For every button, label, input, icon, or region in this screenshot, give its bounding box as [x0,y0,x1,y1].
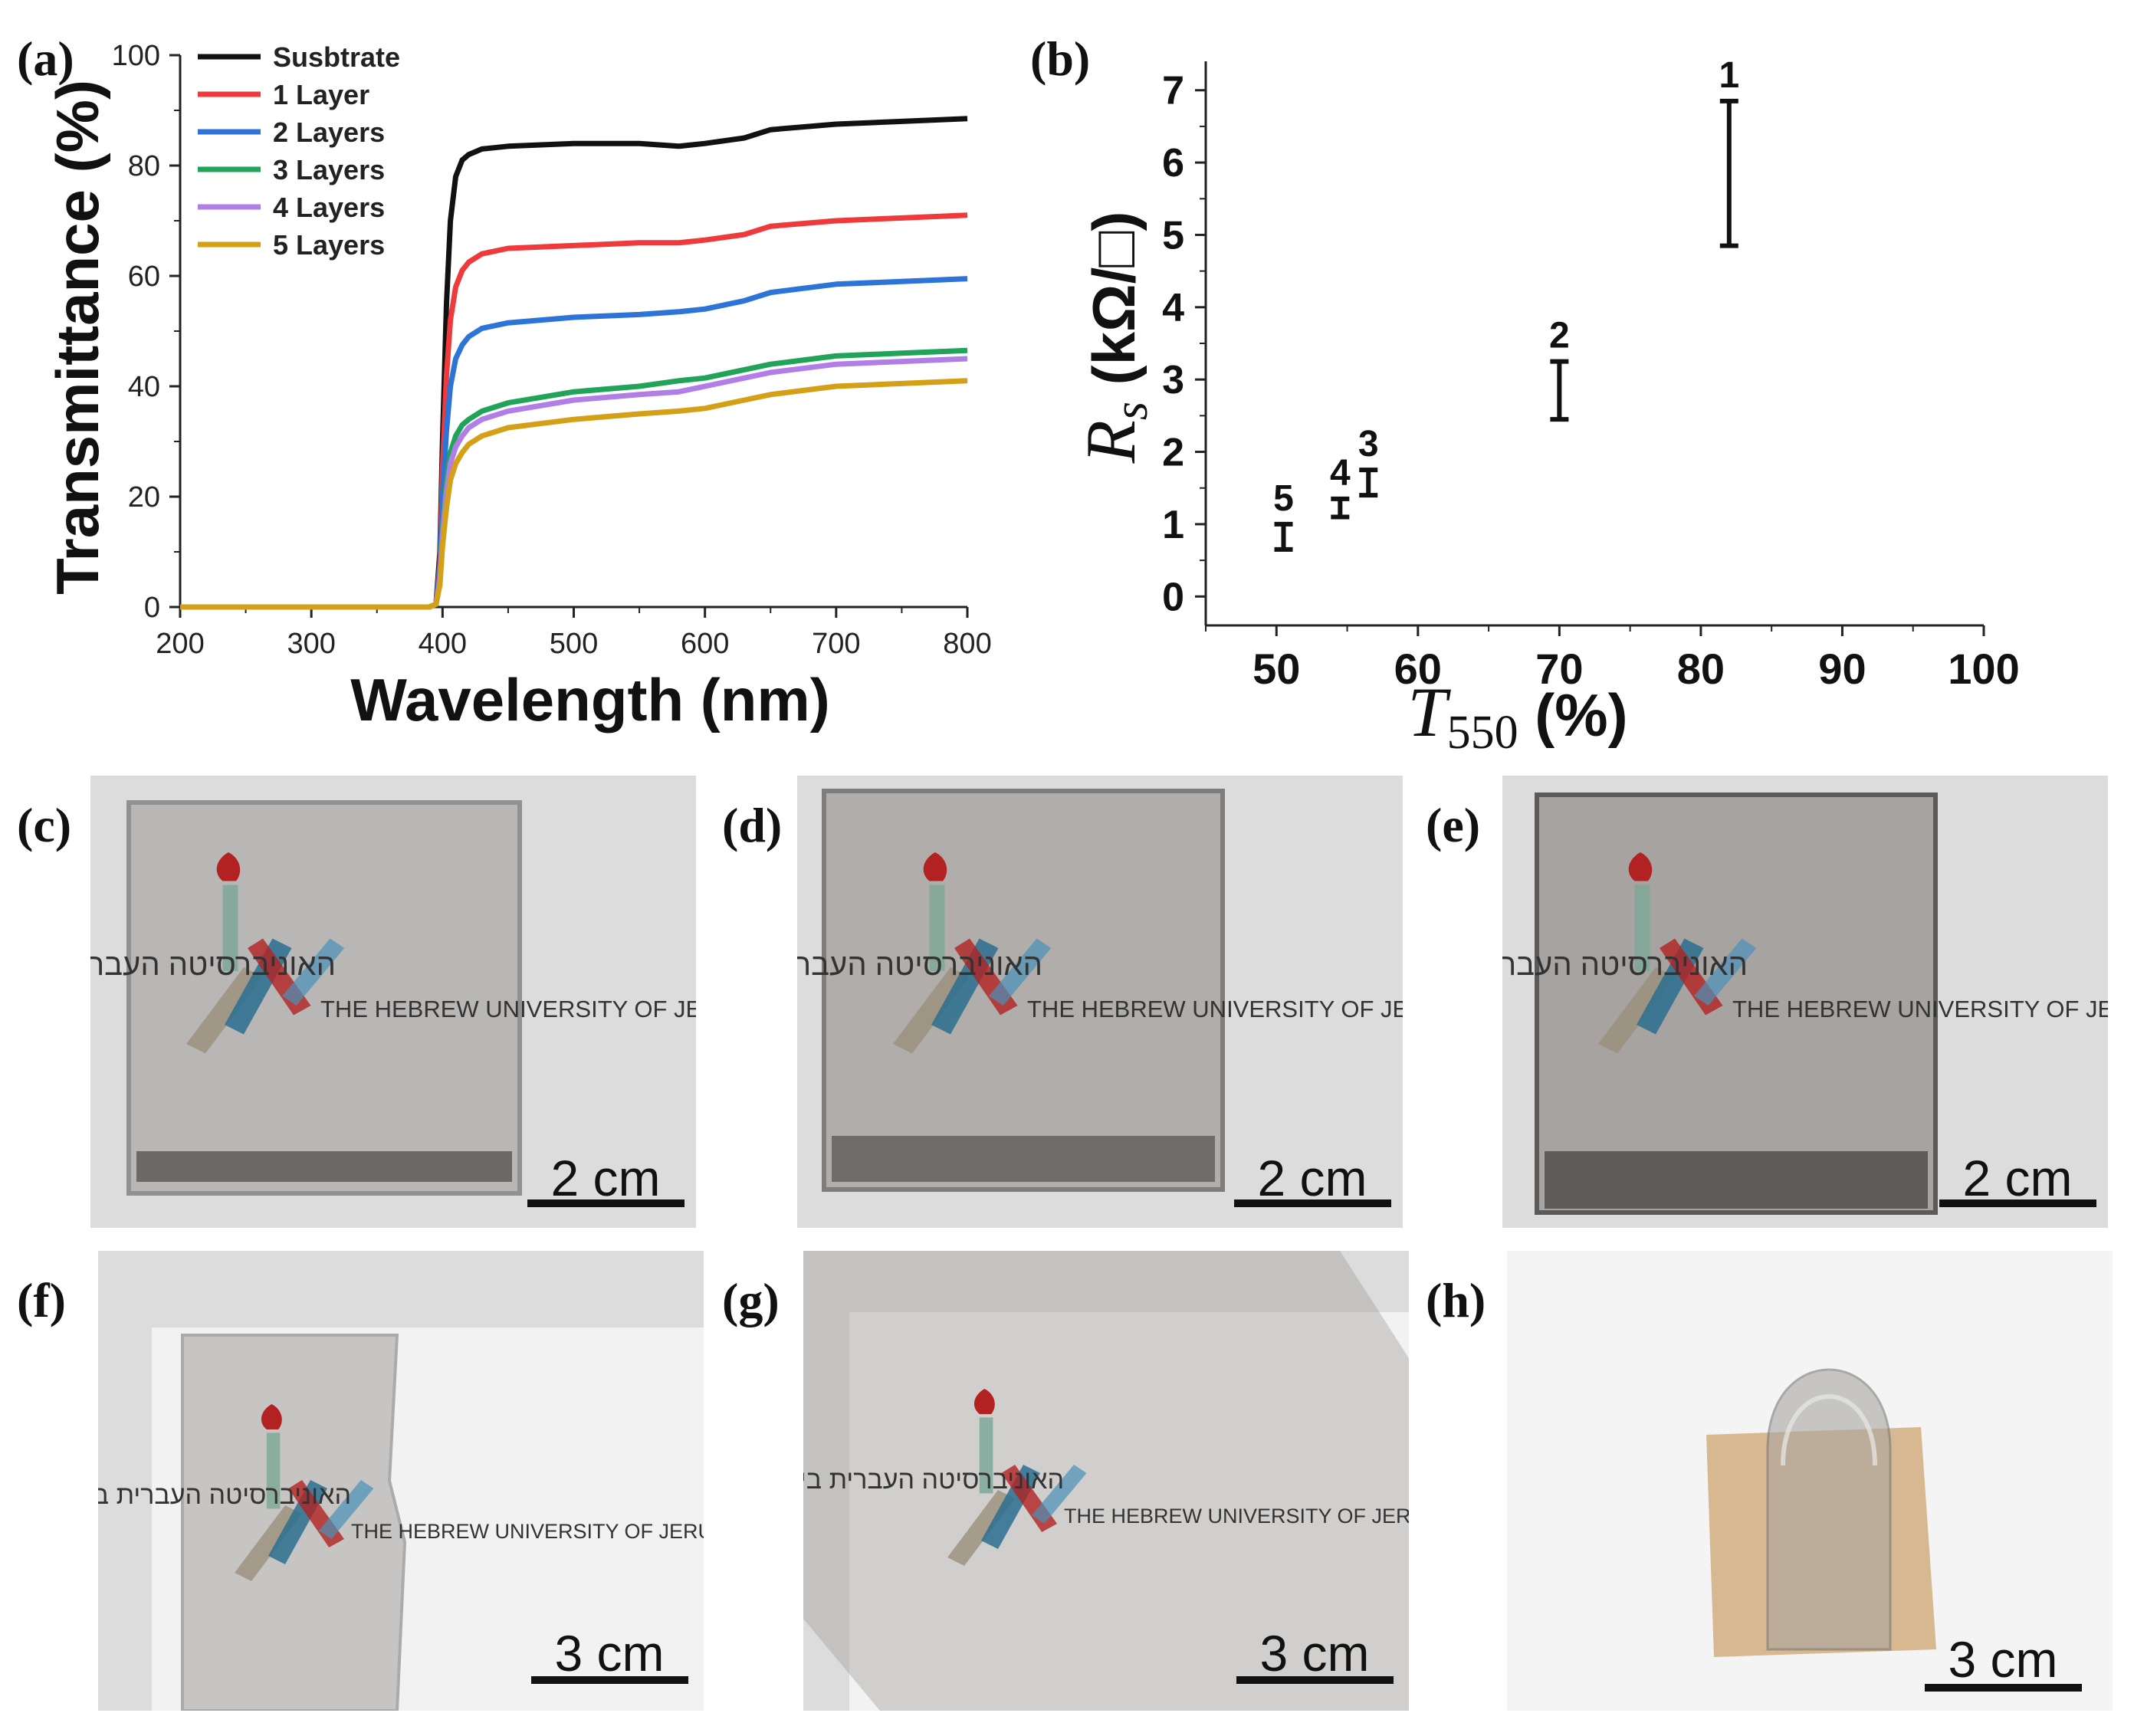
series-line-5 [180,356,968,610]
x-tick-label: 60 [1394,645,1442,693]
panel-label-h: (h) [1426,1273,1486,1327]
photo-f-flexible-film: האוניברסיטה העברית בירושלים THE HEBREW U… [98,1251,704,1711]
error-bar-5 [1274,521,1293,552]
y-tick-label: 2 [1162,431,1184,475]
logo-english-text: THE HEBREW UNIVERSITY OF JERUSALEM [1027,996,1403,1022]
legend-label: 2 Layers [273,116,385,148]
x-axis-label: T550 (%) [1407,673,1627,759]
series-line-6 [180,378,968,610]
x-tick-label: 800 [943,628,991,660]
logo-english-text: THE HEBREW UNIVERSITY OF JERUSALEM [1064,1505,1409,1528]
x-axis-symbol: T [1407,673,1451,751]
error-bar-4 [1331,496,1350,520]
point-label: 3 [1358,424,1379,464]
panel-label-e: (e) [1426,798,1481,852]
logo-hebrew-text: האוניברסיטה העברית בירושלים [797,948,1042,982]
photo-c-glass-1-layer: האוניברסיטה העברית בירושלים THE HEBREW U… [90,776,696,1228]
x-tick-label: 200 [156,628,204,660]
legend-label: 3 Layers [273,154,385,185]
error-bar-3 [1359,468,1378,498]
x-tick-label: 50 [1252,645,1300,693]
legend-label: 5 Layers [273,229,385,261]
logo-hebrew-text: האוניברסיטה העברית בירושלים [1502,948,1748,982]
y-tick-label: 4 [1162,286,1184,330]
panel-label-b: (b) [1030,31,1091,86]
y-tick-label: 100 [112,40,160,72]
x-tick-label: 500 [550,628,598,660]
point-label: 5 [1273,478,1294,519]
panel-label-c: (c) [17,798,72,852]
logo-hebrew-text: האוניברסיטה העברית בירושלים [98,1481,351,1510]
y-tick-label: 0 [1162,575,1184,619]
y-tick-label: 80 [128,150,160,182]
y-tick-label: 1 [1162,503,1184,547]
photo-g-large-film: האוניברסיטה העברית בירושלים THE HEBREW U… [803,1251,1409,1711]
photo-h-bent-film: 3 cm [1507,1251,2113,1711]
y-axis-label: Transmittance (%) [44,80,111,595]
logo-hebrew-text: האוניברסיטה העברית בירושלים [803,1465,1064,1495]
point-label: 4 [1330,453,1351,494]
x-tick-label: 80 [1677,645,1725,693]
scale-bar-label: 3 cm [554,1625,664,1682]
logo-english-text: THE HEBREW UNIVERSITY OF JERUSALEM [320,996,696,1022]
y-tick-label: 20 [128,481,160,514]
photo-d-glass-2-layers: האוניברסיטה העברית בירושלים THE HEBREW U… [797,776,1403,1228]
logo-english-text: THE HEBREW UNIVERSITY OF JERUSALEM [351,1520,704,1543]
legend-label: 1 Layer [273,79,369,110]
x-tick-label: 70 [1535,645,1583,693]
y-axis-unit: (kΩ/□) [1080,212,1147,402]
x-axis-subscript: 550 [1447,707,1518,759]
panel-label-a: (a) [17,31,74,86]
x-tick-label: 100 [1948,645,2019,693]
y-tick-label: 5 [1162,213,1184,258]
scale-bar-label: 2 cm [550,1150,660,1206]
logo-hebrew-text: האוניברסיטה העברית בירושלים [90,948,336,982]
panel-label-f: (f) [17,1273,66,1327]
y-axis-symbol: R [1072,420,1150,464]
legend-label: 4 Layers [273,192,385,223]
legend-label: Susbtrate [273,41,400,73]
y-axis-subscript: s [1105,402,1157,420]
x-tick-label: 400 [419,628,467,660]
point-label: 1 [1719,55,1739,96]
panel-label-d: (d) [722,798,783,852]
panel-label-g: (g) [722,1273,780,1327]
x-tick-label: 300 [287,628,335,660]
y-tick-label: 40 [128,371,160,403]
y-tick-label: 3 [1162,358,1184,402]
series-line-4 [180,347,968,610]
y-tick-label: 7 [1162,69,1184,113]
scale-bar-label: 2 cm [1962,1150,2072,1206]
scale-bar-label: 3 cm [1948,1631,2057,1688]
scale-bar-label: 3 cm [1259,1625,1369,1682]
y-tick-label: 0 [144,592,160,624]
x-axis-unit: (%) [1518,681,1628,749]
photo-e-glass-3-layers: האוניברסיטה העברית בירושלים THE HEBREW U… [1502,776,2108,1228]
logo-english-text: THE HEBREW UNIVERSITY OF JERUSALEM [1732,996,2108,1022]
y-tick-label: 6 [1162,141,1184,185]
transmittance-chart: 200 300 400 500 600 700 800 0 20 40 60 80 100 Susbtr… [44,40,992,733]
error-bar-2 [1550,359,1569,422]
x-tick-label: 600 [681,628,729,660]
error-bar-1 [1719,98,1738,248]
y-tick-label: 60 [128,261,160,293]
y-axis-label: Rs (kΩ/□) [1072,212,1157,464]
x-tick-label: 700 [812,628,860,660]
scale-bar-label: 2 cm [1257,1150,1367,1206]
point-label: 2 [1549,316,1570,356]
series-line-2 [180,212,968,610]
x-tick-label: 90 [1818,645,1866,693]
series-line-3 [180,276,968,610]
x-axis-label: Wavelength (nm) [350,666,829,733]
